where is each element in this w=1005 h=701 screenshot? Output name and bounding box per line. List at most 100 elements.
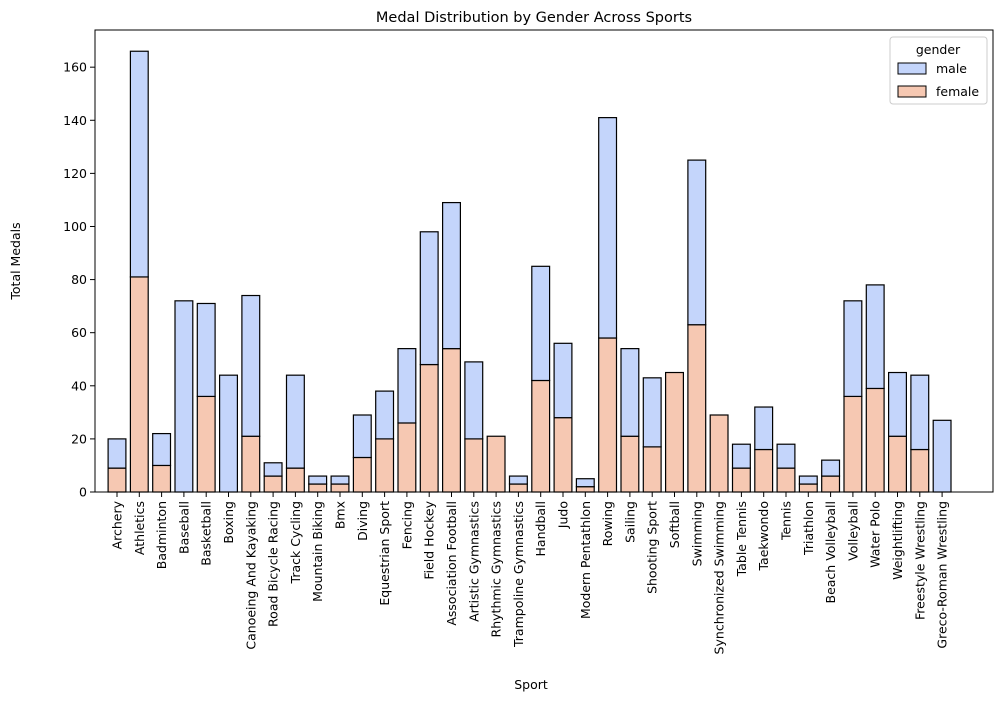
bar-male bbox=[308, 475, 328, 485]
x-tick-label: Synchronized Swimming bbox=[712, 501, 727, 654]
x-tick-label: Fencing bbox=[399, 501, 414, 549]
x-tick-label: Bmx bbox=[333, 501, 348, 529]
bar-male bbox=[798, 475, 818, 485]
y-tick-label: 140 bbox=[63, 113, 87, 128]
bar-female bbox=[107, 467, 127, 493]
bar-male bbox=[107, 438, 127, 469]
bar-male bbox=[508, 475, 528, 485]
bar-male bbox=[776, 443, 796, 469]
x-tick-label: Canoeing And Kayaking bbox=[243, 501, 258, 650]
bar-female bbox=[910, 448, 930, 493]
bar-male bbox=[419, 231, 439, 366]
bar-male bbox=[285, 374, 305, 469]
bar-female bbox=[152, 464, 172, 493]
x-tick-label: Tennis bbox=[779, 501, 794, 541]
bar-male bbox=[330, 475, 350, 485]
x-tick-label: Diving bbox=[355, 501, 370, 541]
bar-female bbox=[464, 438, 484, 493]
bar-female bbox=[531, 379, 551, 493]
bar-male bbox=[553, 342, 573, 419]
bar-male bbox=[754, 406, 774, 451]
y-tick-label: 100 bbox=[63, 219, 87, 234]
bar-female bbox=[508, 483, 528, 493]
y-tick-label: 60 bbox=[71, 325, 87, 340]
bar-male bbox=[887, 371, 907, 437]
bar-female bbox=[598, 337, 618, 493]
y-axis-label: Total Medals bbox=[8, 222, 23, 300]
bar-male bbox=[865, 284, 885, 390]
bar-male bbox=[575, 478, 595, 488]
bar-female bbox=[664, 371, 684, 493]
bar-female bbox=[419, 363, 439, 493]
plot-frame bbox=[94, 29, 994, 493]
bar-female bbox=[843, 395, 863, 493]
x-tick-label: Softball bbox=[667, 501, 682, 548]
legend-label-female: female bbox=[936, 84, 979, 99]
bar-female bbox=[486, 435, 506, 493]
x-tick-label: Volleyball bbox=[845, 501, 860, 561]
legend: gender male female bbox=[889, 36, 988, 105]
x-tick-label: Modern Pentathlon bbox=[578, 501, 593, 619]
bar-male bbox=[687, 159, 707, 326]
legend-swatch-male bbox=[897, 62, 927, 75]
x-tick-label: Basketball bbox=[199, 501, 214, 566]
x-tick-label: Shooting Sport bbox=[645, 501, 660, 594]
bar-male bbox=[352, 414, 372, 459]
x-tick-label: Beach Volleyball bbox=[823, 501, 838, 604]
bar-female bbox=[754, 448, 774, 493]
x-tick-label: Baseball bbox=[176, 501, 191, 554]
x-tick-label: Sailing bbox=[622, 501, 637, 543]
y-tick-label: 160 bbox=[63, 60, 87, 75]
bars bbox=[107, 50, 952, 493]
x-tick-label: Road Bicycle Racing bbox=[266, 501, 281, 627]
legend-title: gender bbox=[916, 42, 961, 57]
bar-female bbox=[129, 276, 149, 493]
x-axis: Sport bbox=[514, 677, 548, 692]
bar-female bbox=[798, 483, 818, 493]
y-tick-label: 40 bbox=[71, 378, 87, 393]
bar-male bbox=[129, 50, 149, 278]
bar-female bbox=[397, 422, 417, 493]
bar-male bbox=[152, 432, 172, 467]
x-tick-label: Mountain Biking bbox=[310, 501, 325, 602]
bar-female bbox=[375, 438, 395, 493]
bar-male bbox=[598, 117, 618, 339]
y-tick-label: 80 bbox=[71, 272, 87, 287]
bar-female bbox=[575, 486, 595, 493]
bar-female bbox=[330, 483, 350, 493]
bar-male bbox=[174, 300, 194, 493]
y-tick-label: 20 bbox=[71, 431, 87, 446]
bar-female bbox=[442, 348, 462, 493]
x-tick-label: Archery bbox=[110, 500, 125, 549]
bar-female bbox=[821, 475, 841, 493]
x-tick-label: Freestyle Wrestling bbox=[912, 501, 927, 620]
bar-male bbox=[731, 443, 751, 469]
x-axis-label: Sport bbox=[514, 677, 548, 692]
bar-female bbox=[196, 395, 216, 493]
bar-male bbox=[910, 374, 930, 451]
bar-male bbox=[932, 419, 952, 493]
bar-male bbox=[263, 462, 283, 477]
x-tick-label: Badminton bbox=[154, 501, 169, 569]
bar-male bbox=[375, 390, 395, 440]
x-tick-label: Judo bbox=[556, 501, 571, 529]
bar-male bbox=[241, 294, 261, 437]
bar-female bbox=[887, 435, 907, 493]
x-tick-label: Boxing bbox=[221, 501, 236, 544]
bar-male bbox=[397, 348, 417, 424]
y-tick-label: 120 bbox=[63, 166, 87, 181]
x-tick-label: Table Tennis bbox=[734, 501, 749, 577]
y-axis: Total Medals bbox=[8, 222, 23, 300]
bar-female bbox=[642, 446, 662, 493]
x-tick-label: Artistic Gymnastics bbox=[466, 501, 481, 622]
bar-female bbox=[241, 435, 261, 493]
bar-female bbox=[865, 387, 885, 493]
x-tick-label: Greco-Roman Wrestling bbox=[935, 501, 950, 649]
bar-female bbox=[687, 324, 707, 493]
x-tick-label: Water Polo bbox=[868, 501, 883, 568]
bar-male bbox=[442, 201, 462, 350]
legend-label-male: male bbox=[936, 61, 967, 76]
bar-male bbox=[219, 374, 239, 493]
bar-male bbox=[531, 265, 551, 382]
